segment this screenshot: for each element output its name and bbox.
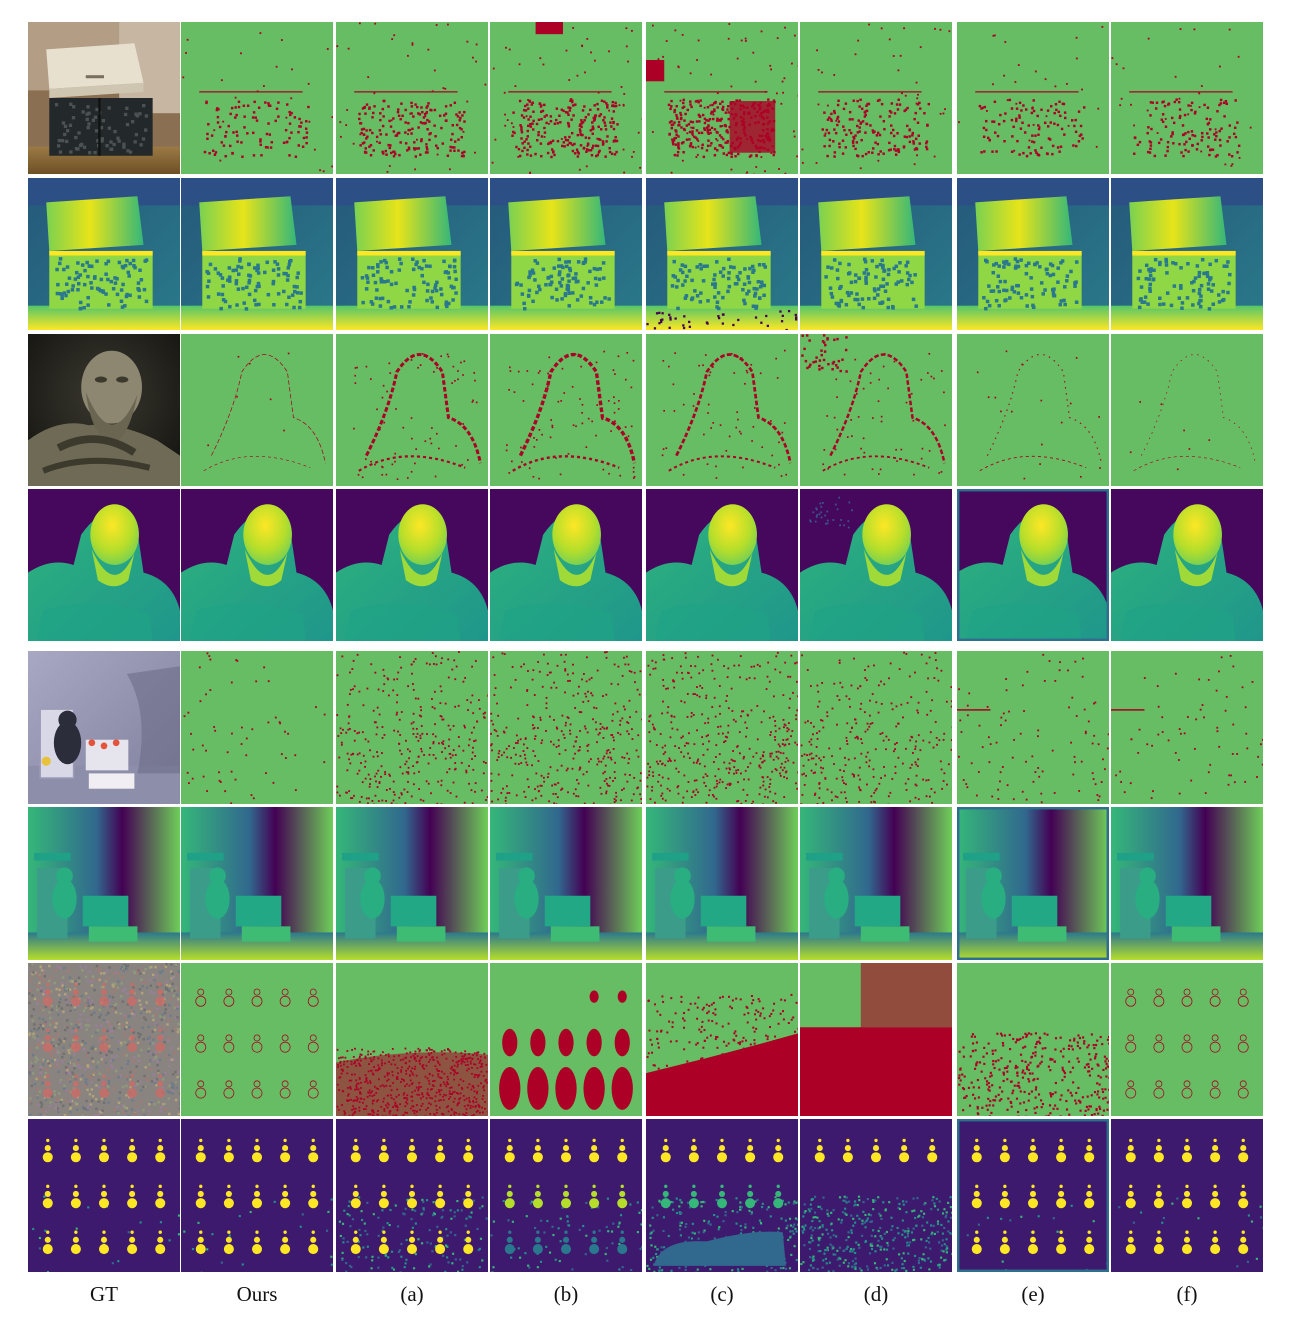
toy-room-disparity-map-b [490,807,642,960]
bust-statue-disparity-map-b [490,489,642,641]
bust-statue-disparity-map-gt [28,489,180,641]
column-label-a: (a) [400,1282,424,1306]
storage-boxes-disparity-map-f [1111,178,1263,330]
dot-pattern-disparity-map-e [957,1119,1109,1272]
dot-pattern-disparity-map-d [800,1119,952,1272]
storage-boxes-error-map-c [646,22,798,174]
bust-statue-error-map-b [490,334,642,486]
storage-boxes-error-map-d [800,22,952,174]
bust-statue-input-image-gt [28,334,180,486]
toy-room-error-map-f [1111,651,1263,804]
dot-pattern-disparity-map-c [646,1119,798,1272]
bust-statue-disparity-map-a [336,489,488,641]
toy-room-input-image-gt [28,651,180,804]
column-label-c: (c) [710,1282,734,1306]
storage-boxes-error-map-e [957,22,1109,174]
bust-statue-disparity-map-f [1111,489,1263,641]
toy-room-disparity-map-gt [28,807,180,960]
toy-room-disparity-map-c [646,807,798,960]
storage-boxes-error-map-a [336,22,488,174]
column-label-b: (b) [553,1282,579,1306]
toy-room-error-map-d [800,651,952,804]
dot-pattern-error-map-c [646,963,798,1116]
bust-statue-disparity-map-d [800,489,952,641]
toy-room-disparity-map-ours [181,807,333,960]
storage-boxes-error-map-ours [181,22,333,174]
storage-boxes-disparity-map-gt [28,178,180,330]
column-label-e: (e) [1021,1282,1045,1306]
dot-pattern-error-map-e [957,963,1109,1116]
bust-statue-error-map-ours [181,334,333,486]
toy-room-error-map-b [490,651,642,804]
dot-pattern-error-map-a [336,963,488,1116]
storage-boxes-error-map-b [490,22,642,174]
toy-room-disparity-map-a [336,807,488,960]
column-label-ours: Ours [236,1282,278,1306]
dot-pattern-disparity-map-b [490,1119,642,1272]
dot-pattern-error-map-d [800,963,952,1116]
bust-statue-error-map-c [646,334,798,486]
bust-statue-disparity-map-c [646,489,798,641]
dot-pattern-disparity-map-a [336,1119,488,1272]
storage-boxes-input-image-gt [28,22,180,174]
bust-statue-error-map-e [957,334,1109,486]
storage-boxes-disparity-map-e [957,178,1109,330]
dot-pattern-disparity-map-ours [181,1119,333,1272]
toy-room-error-map-ours [181,651,333,804]
toy-room-disparity-map-f [1111,807,1263,960]
storage-boxes-disparity-map-b [490,178,642,330]
column-label-f: (f) [1176,1282,1198,1306]
dot-pattern-input-image-gt [28,963,180,1116]
toy-room-error-map-e [957,651,1109,804]
toy-room-error-map-c [646,651,798,804]
toy-room-disparity-map-d [800,807,952,960]
dot-pattern-error-map-ours [181,963,333,1116]
dot-pattern-error-map-b [490,963,642,1116]
bust-statue-error-map-d [800,334,952,486]
dot-pattern-disparity-map-gt [28,1119,180,1272]
storage-boxes-disparity-map-d [800,178,952,330]
toy-room-disparity-map-e [957,807,1109,960]
column-label-d: (d) [863,1282,889,1306]
storage-boxes-error-map-f [1111,22,1263,174]
storage-boxes-disparity-map-ours [181,178,333,330]
toy-room-error-map-a [336,651,488,804]
dot-pattern-disparity-map-f [1111,1119,1263,1272]
storage-boxes-disparity-map-c [646,178,798,330]
column-label-gt: GT [90,1282,118,1306]
bust-statue-disparity-map-e [957,489,1109,641]
bust-statue-disparity-map-ours [181,489,333,641]
storage-boxes-disparity-map-a [336,178,488,330]
bust-statue-error-map-f [1111,334,1263,486]
dot-pattern-error-map-f [1111,963,1263,1116]
bust-statue-error-map-a [336,334,488,486]
